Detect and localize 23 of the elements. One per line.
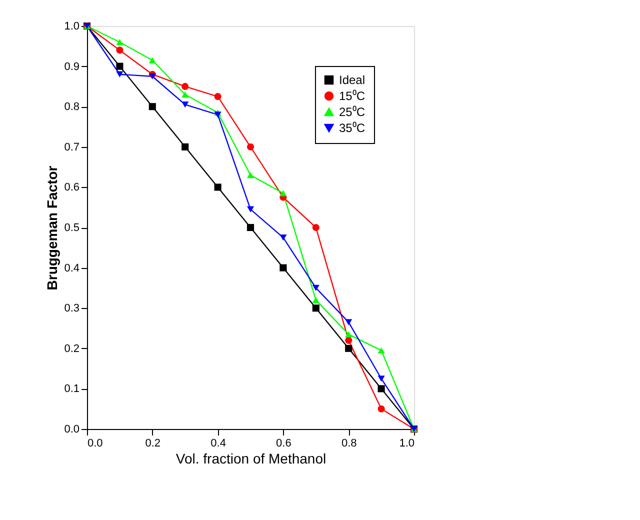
x-tick-label: 1.0 [399, 438, 414, 450]
y-tick-label: 0.3 [64, 302, 80, 315]
y-tick-label: 0.6 [64, 182, 80, 194]
y-tick-label: 0.4 [64, 262, 80, 274]
legend-label: 35⁰C [339, 121, 366, 135]
x-axis-title: Vol. fraction of Methanol [176, 450, 326, 466]
x-tick-label: 0.4 [210, 438, 226, 450]
y-tick-label: 0.7 [64, 141, 80, 154]
x-tick-label: 0.2 [145, 438, 161, 450]
x-tick-label: 0.0 [88, 438, 103, 450]
y-axis-title: Bruggeman Factor [44, 165, 60, 290]
y-tick-label: 0.9 [64, 60, 80, 73]
legend-label: Ideal [339, 73, 366, 87]
legend-label: 25⁰C [339, 105, 366, 119]
y-tick-label: 0.1 [64, 383, 80, 396]
y-tick-label: 0.0 [64, 424, 80, 436]
x-tick-label: 0.8 [341, 438, 357, 450]
y-tick-label: 0.8 [64, 101, 80, 114]
y-tick-label: 1.0 [64, 20, 80, 32]
y-tick-label: 0.5 [64, 222, 80, 234]
legend-label: 15⁰C [339, 89, 366, 103]
x-tick-label: 0.6 [276, 438, 292, 450]
y-tick-label: 0.2 [64, 342, 80, 355]
